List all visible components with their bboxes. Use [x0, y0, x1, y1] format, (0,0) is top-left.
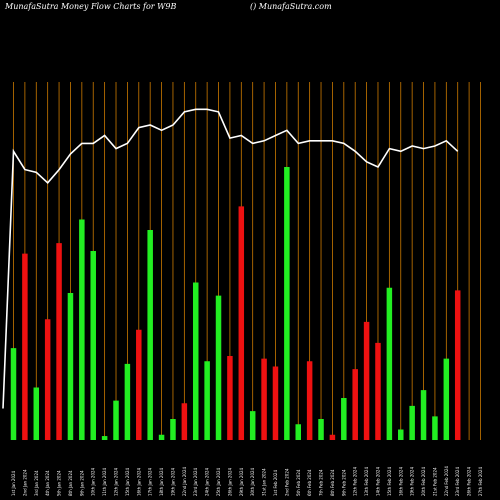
x-tick-label: 16th Feb 2024: [398, 467, 403, 496]
bar: [306, 361, 313, 440]
bar: [33, 387, 40, 440]
bar: [158, 434, 165, 440]
x-tick-label: 26th Feb 2024: [467, 467, 472, 496]
x-tick-label: 19th Feb 2024: [410, 467, 415, 496]
bar: [284, 167, 290, 440]
x-tick-label: 25th Jan 2024: [216, 467, 221, 496]
bar: [318, 419, 324, 440]
x-tick-label: 11th Jan 2024: [102, 467, 107, 496]
bar: [432, 416, 438, 441]
bar: [204, 361, 210, 440]
x-tick-label: 2nd Feb 2024: [284, 468, 289, 496]
x-tick-label: 23rd Jan 2024: [193, 467, 198, 496]
x-tick-label: 4th Jan 2024: [45, 470, 50, 496]
bar-series: [10, 167, 461, 441]
x-tick-label: 24th Jan 2024: [205, 467, 210, 496]
bar: [249, 411, 256, 441]
x-tick-label: 2nd Jan 2024: [22, 469, 27, 496]
bar: [238, 206, 245, 441]
x-tick-label: 22nd Feb 2024: [444, 466, 449, 496]
bar: [170, 419, 176, 440]
bar: [147, 230, 153, 440]
bar: [101, 436, 108, 440]
bar: [79, 219, 85, 440]
x-tick-label: 5th Jan 2024: [57, 470, 62, 496]
bar: [215, 295, 222, 441]
x-tick-label: 7th Feb 2024: [319, 469, 324, 496]
x-tick-label: 27th Feb 2024: [478, 467, 483, 496]
bar: [136, 329, 142, 440]
bar: [363, 321, 370, 441]
site-credit: () MunafaSutra.com: [250, 2, 332, 11]
bar: [56, 243, 62, 441]
x-tick-label: 22nd Jan 2024: [182, 466, 187, 496]
x-tick-label: 16th Jan 2024: [136, 467, 141, 496]
bar: [329, 434, 336, 440]
x-tick-label: 15th Feb 2024: [387, 467, 392, 496]
bar: [454, 290, 461, 441]
x-tick-labels: 1st Jan 2024 2nd Jan 2024 3rd Jan 2024 4th …: [11, 466, 483, 496]
x-tick-label: 1st Feb 2024: [273, 470, 278, 496]
x-tick-label: 13th Feb 2024: [364, 467, 369, 496]
bar: [227, 356, 233, 440]
bar: [295, 424, 301, 440]
bar: [67, 293, 74, 440]
x-tick-label: 15th Jan 2024: [125, 467, 130, 496]
bar: [398, 429, 404, 440]
x-tick-label: 31st Jan 2024: [262, 468, 267, 496]
x-tick-label: 20th Feb 2024: [421, 467, 426, 496]
bar: [272, 366, 279, 440]
bar: [386, 287, 393, 440]
x-tick-label: 1st Jan 2024: [11, 470, 16, 496]
chart-title: MunafaSutra Money Flow Charts for W9B: [4, 2, 176, 11]
x-tick-label: 9th Feb 2024: [341, 469, 346, 496]
x-tick-label: 14th Feb 2024: [376, 467, 381, 496]
x-tick-label: 18th Jan 2024: [159, 467, 164, 496]
x-tick-label: 8th Feb 2024: [330, 469, 335, 496]
bar: [261, 358, 267, 441]
x-tick-label: 5th Feb 2024: [296, 469, 301, 496]
bar: [10, 348, 17, 441]
x-tick-label: 29th Jan 2024: [239, 467, 244, 496]
bar: [443, 358, 450, 441]
x-tick-label: 21st Feb 2024: [432, 467, 437, 496]
x-tick-label: 6th Feb 2024: [307, 469, 312, 496]
bar: [409, 405, 415, 441]
bar: [375, 342, 381, 441]
x-tick-label: 10th Jan 2024: [91, 467, 96, 496]
money-flow-line: [2, 108, 459, 409]
x-tick-label: 17th Jan 2024: [148, 467, 153, 496]
x-tick-label: 23rd Feb 2024: [455, 467, 460, 496]
bar: [192, 282, 199, 440]
x-tick-label: 8th Jan 2024: [68, 470, 73, 496]
x-tick-label: 12th Feb 2024: [353, 467, 358, 496]
bar: [124, 363, 131, 441]
bar: [341, 398, 347, 440]
x-tick-label: 30th Jan 2024: [250, 467, 255, 496]
bar: [181, 403, 188, 440]
bar: [113, 400, 119, 441]
x-tick-label: 9th Jan 2024: [79, 470, 84, 496]
bar: [22, 253, 28, 441]
bar: [90, 251, 96, 440]
bar: [352, 369, 358, 441]
x-tick-label: 26th Jan 2024: [227, 467, 232, 496]
x-tick-label: 12th Jan 2024: [114, 467, 119, 496]
x-tick-label: 19th Jan 2024: [171, 467, 176, 496]
bar: [420, 390, 427, 441]
bar: [44, 319, 51, 440]
x-tick-label: 3rd Jan 2024: [34, 470, 39, 496]
